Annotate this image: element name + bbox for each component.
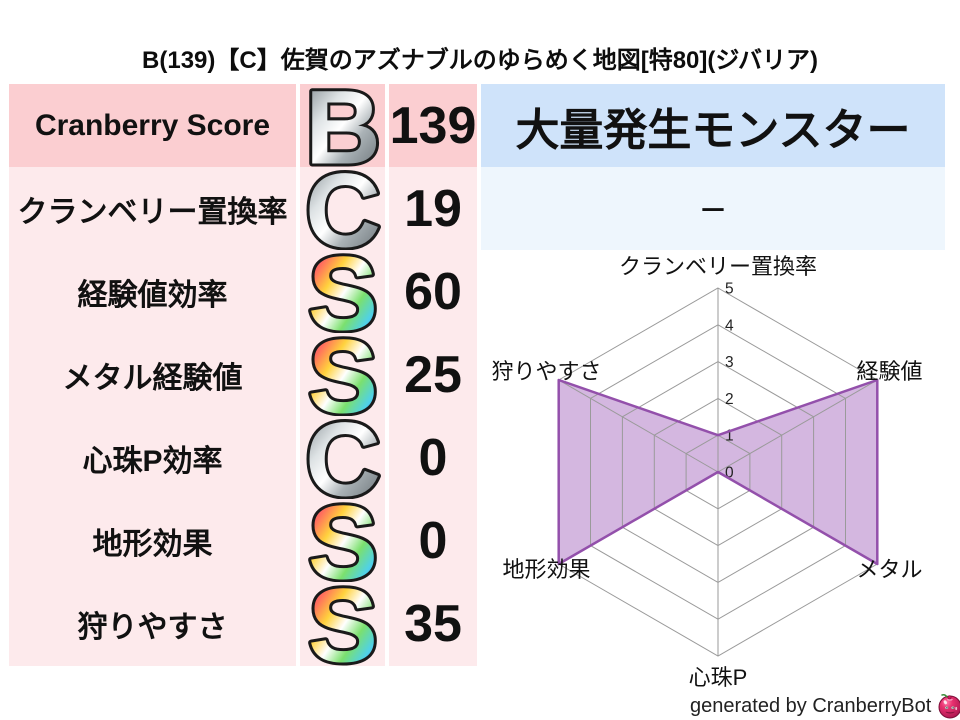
svg-text:地形効果: 地形効果 bbox=[502, 557, 590, 582]
svg-text:2: 2 bbox=[725, 391, 734, 408]
svg-text:心珠P: 心珠P bbox=[689, 665, 748, 690]
svg-text:3: 3 bbox=[725, 354, 734, 371]
svg-text:メタル: メタル bbox=[856, 557, 922, 582]
svg-text:C: C bbox=[305, 413, 381, 503]
svg-text:S: S bbox=[308, 247, 378, 337]
svg-text:B: B bbox=[305, 81, 381, 171]
svg-text:S: S bbox=[308, 496, 378, 586]
svg-text:S: S bbox=[308, 330, 378, 420]
svg-text:4: 4 bbox=[725, 317, 734, 334]
svg-text:経験値: 経験値 bbox=[856, 359, 922, 384]
svg-text:狩りやすさ: 狩りやすさ bbox=[491, 359, 601, 384]
svg-text:C: C bbox=[305, 164, 381, 254]
svg-text:S: S bbox=[308, 579, 378, 669]
svg-text:5: 5 bbox=[725, 281, 734, 298]
svg-text:クランベリー置換率: クランベリー置換率 bbox=[619, 254, 817, 279]
